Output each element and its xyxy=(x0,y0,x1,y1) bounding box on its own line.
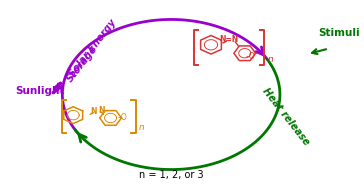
Text: n = 1, 2, or 3: n = 1, 2, or 3 xyxy=(139,170,203,180)
Text: N: N xyxy=(90,108,96,116)
Text: N: N xyxy=(98,106,105,115)
Text: N=N: N=N xyxy=(219,35,239,44)
Text: Heat release: Heat release xyxy=(260,86,311,148)
Text: Stimuli: Stimuli xyxy=(318,28,360,38)
Text: n: n xyxy=(138,123,144,132)
Text: Storage: Storage xyxy=(65,43,100,84)
Text: Solar Energy: Solar Energy xyxy=(68,18,119,79)
Text: Sunlight: Sunlight xyxy=(15,86,64,96)
Text: n: n xyxy=(267,56,273,64)
Text: –O: –O xyxy=(117,112,127,122)
Text: –O: –O xyxy=(246,53,256,61)
